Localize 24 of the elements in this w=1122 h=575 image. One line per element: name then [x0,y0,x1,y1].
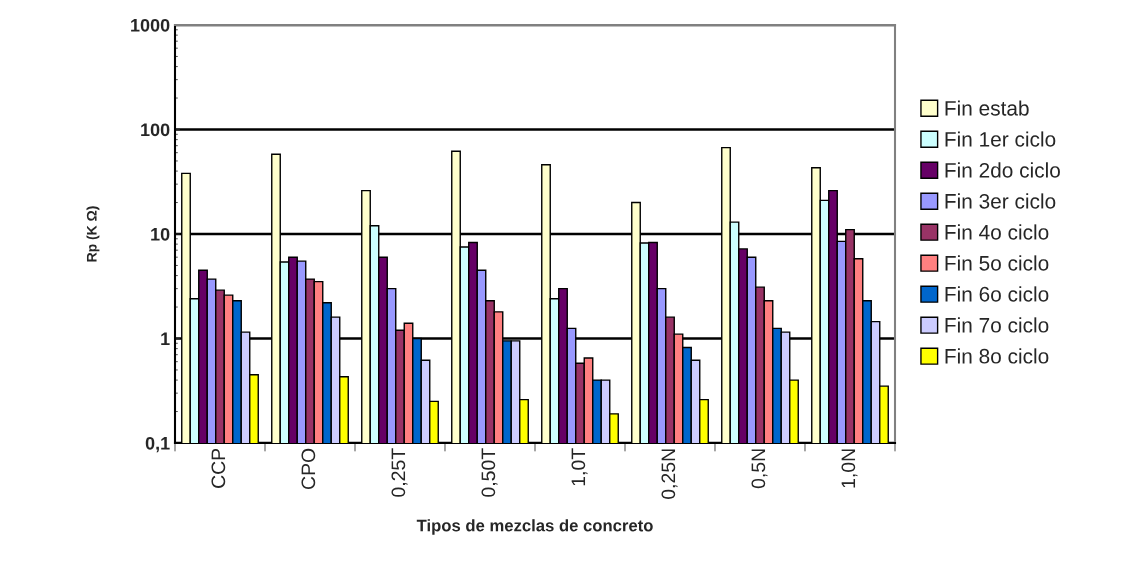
x-axis-title: Tipos de mezclas de concreto [416,519,653,535]
x-tick-label: 1,0T [571,448,588,486]
x-tick-label: 0,25T [391,448,408,497]
y-tick-label: 10 [151,227,170,241]
x-tick-label: CPO [301,448,316,490]
x-tick-label: 0,5N [751,449,768,489]
legend-label: Fin 5o ciclo [945,255,1049,271]
legend-label: Fin 4o ciclo [945,224,1049,240]
y-tick-label: 100 [141,123,170,137]
legend-label: Fin 2do ciclo [945,162,1060,178]
x-tick-label: 0,50T [481,448,498,497]
legend-label: Fin 3er ciclo [945,193,1056,209]
y-axis-title: Rp (K Ω) [86,206,100,262]
legend-label: Fin estab [945,100,1029,116]
y-tick-label: 0,1 [145,436,170,453]
legend-label: Fin 8o ciclo [945,348,1049,364]
x-tick-label: CCP [211,448,226,488]
x-tick-label: 1,0N [841,449,858,488]
legend-label: Fin 1er ciclo [945,131,1056,147]
y-tick-label: 1 [161,332,170,346]
x-tick-label: 0,25N [661,449,678,499]
legend-label: Fin 7o ciclo [945,317,1049,333]
legend-label: Fin 6o ciclo [945,286,1049,302]
y-tick-label: 1000 [131,18,170,32]
